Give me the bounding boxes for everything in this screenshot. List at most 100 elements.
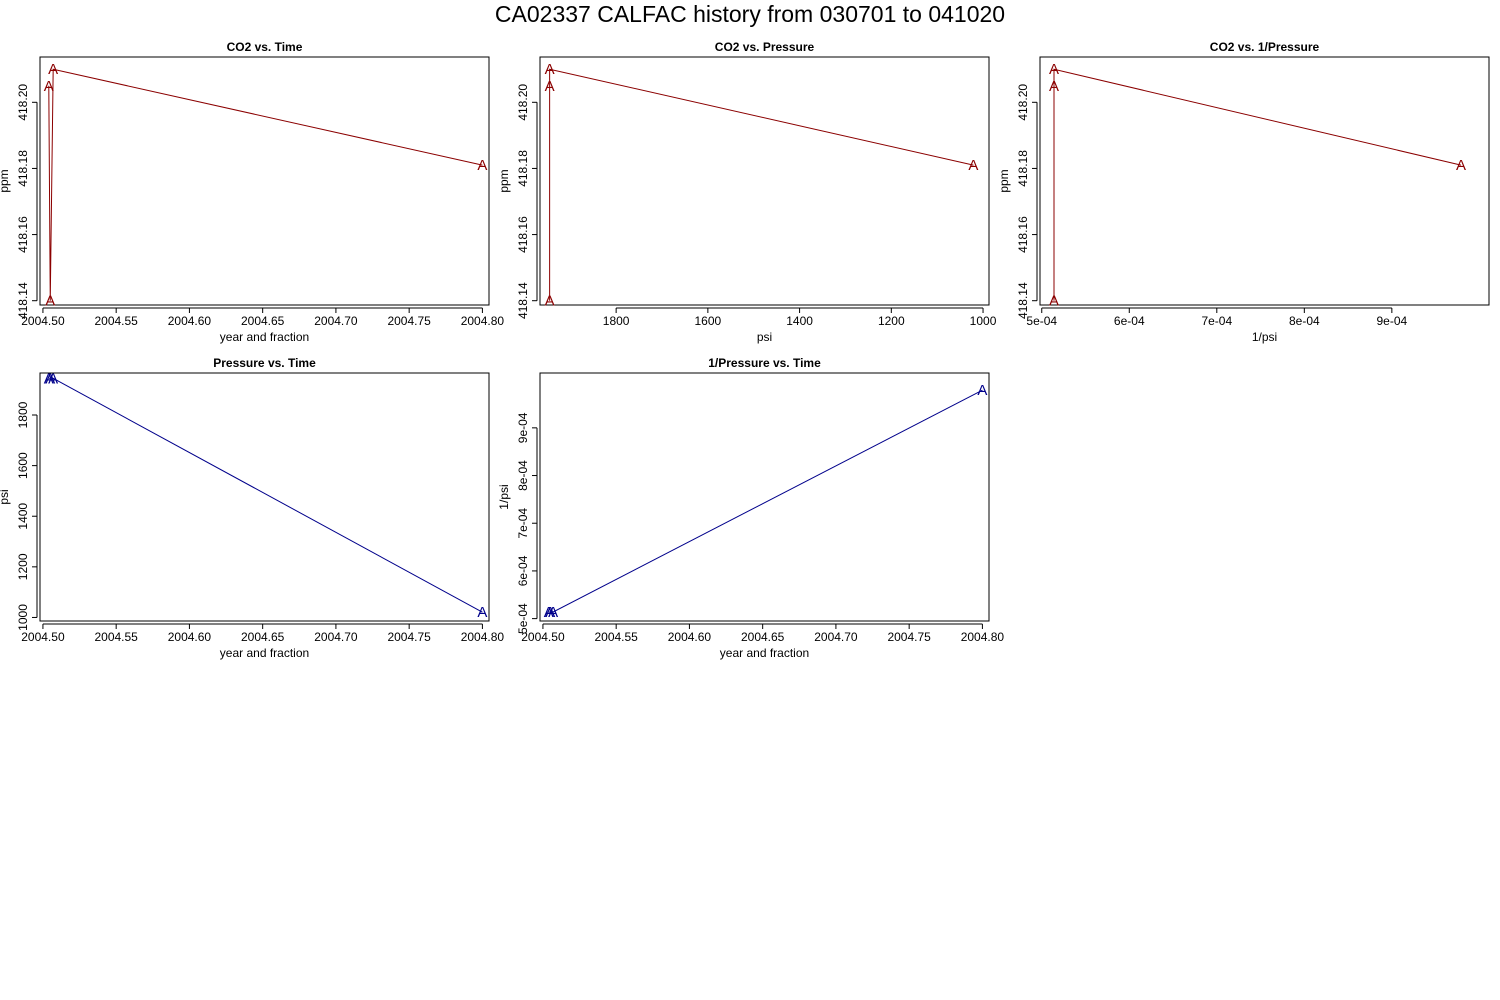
panel-title: CO2 vs. Time bbox=[227, 40, 303, 54]
chart-panel: 1/Pressure vs. Time 2004.50 2004.55 2004.60… bbox=[497, 356, 1004, 660]
data-point: A bbox=[45, 293, 55, 310]
figure-title: CA02337 CALFAC history from 030701 to 04… bbox=[495, 1, 1005, 27]
plot-frame bbox=[1039, 56, 1490, 306]
y-tick-label: 1200 bbox=[16, 553, 30, 580]
x-tick-label: 7e-04 bbox=[1201, 314, 1232, 328]
data-point: A bbox=[48, 370, 58, 387]
x-tick-label: 1400 bbox=[786, 314, 813, 328]
data-point: A bbox=[44, 370, 54, 387]
panel-title: CO2 vs. Pressure bbox=[715, 40, 815, 54]
x-tick-label: 2004.55 bbox=[594, 630, 638, 644]
x-tick-label: 2004.55 bbox=[94, 630, 138, 644]
panel-title: CO2 vs. 1/Pressure bbox=[1210, 40, 1320, 54]
x-axis: 2004.50 2004.55 2004.60 2004.65 2004.70 2004.… bbox=[521, 623, 1005, 660]
x-tick-label: 2004.80 bbox=[961, 630, 1005, 644]
y-tick-label: 8e-04 bbox=[516, 460, 530, 491]
plot-frame bbox=[39, 56, 490, 306]
plot-frame bbox=[539, 56, 990, 306]
y-tick-label: 1600 bbox=[16, 452, 30, 479]
series-line bbox=[48, 68, 483, 301]
x-tick-label: 2004.55 bbox=[94, 314, 138, 328]
data-point: A bbox=[545, 78, 555, 95]
x-tick-label: 1000 bbox=[970, 314, 997, 328]
panel-title: Pressure vs. Time bbox=[213, 356, 316, 370]
data-point: A bbox=[45, 370, 55, 387]
panels: CO2 vs. Time 2004.50 2004.55 2004.60 2004.65… bbox=[0, 40, 1490, 660]
y-tick-label: 418.16 bbox=[16, 216, 30, 253]
x-tick-label: 2004.50 bbox=[21, 630, 65, 644]
x-axis-label: year and fraction bbox=[720, 646, 809, 660]
series-line bbox=[548, 389, 983, 613]
y-tick-label: 418.18 bbox=[516, 150, 530, 187]
series-line bbox=[48, 377, 483, 613]
y-axis: 418.14 418.16 418.18 418.20 ppm bbox=[497, 84, 538, 319]
data-point: A bbox=[1049, 293, 1059, 310]
data-point: A bbox=[1049, 61, 1059, 78]
y-tick-label: 418.20 bbox=[516, 84, 530, 121]
x-tick-label: 1600 bbox=[695, 314, 722, 328]
x-tick-label: 2004.70 bbox=[314, 630, 358, 644]
chart-panel: CO2 vs. Time 2004.50 2004.55 2004.60 2004.65… bbox=[0, 40, 504, 344]
chart-panel: CO2 vs. Pressure 1800 1600 1400 1200 1000 psi 4… bbox=[497, 40, 997, 344]
x-tick-label: 2004.50 bbox=[521, 630, 565, 644]
x-axis: 2004.50 2004.55 2004.60 2004.65 2004.70 2004.… bbox=[21, 623, 505, 660]
x-tick-label: 2004.65 bbox=[741, 630, 785, 644]
y-tick-label: 5e-04 bbox=[516, 603, 530, 634]
chart-panel: CO2 vs. 1/Pressure 5e-04 6e-04 7e-04 8e-04 9e… bbox=[997, 40, 1490, 344]
x-tick-label: 5e-04 bbox=[1026, 314, 1057, 328]
x-axis: 2004.50 2004.55 2004.60 2004.65 2004.70 2004.… bbox=[21, 307, 505, 344]
y-tick-label: 9e-04 bbox=[516, 412, 530, 443]
data-point: A bbox=[548, 604, 558, 621]
y-axis-label: psi bbox=[0, 489, 11, 504]
y-tick-label: 418.18 bbox=[16, 150, 30, 187]
y-axis: 1000 1200 1400 1600 1800 psi bbox=[0, 401, 38, 631]
x-tick-label: 2004.75 bbox=[387, 630, 431, 644]
data-point: A bbox=[1456, 157, 1466, 174]
data-point: A bbox=[1049, 78, 1059, 95]
data-point: A bbox=[968, 157, 978, 174]
y-tick-label: 1400 bbox=[16, 503, 30, 530]
y-axis-label: ppm bbox=[0, 169, 11, 192]
data-point: A bbox=[44, 78, 54, 95]
y-tick-label: 7e-04 bbox=[516, 508, 530, 539]
y-axis-label: ppm bbox=[497, 169, 511, 192]
data-point: A bbox=[544, 604, 554, 621]
x-tick-label: 2004.65 bbox=[241, 314, 285, 328]
series-line bbox=[1053, 68, 1462, 301]
x-tick-label: 2004.80 bbox=[461, 630, 505, 644]
x-tick-label: 6e-04 bbox=[1114, 314, 1145, 328]
panel-title: 1/Pressure vs. Time bbox=[708, 356, 821, 370]
data-point: A bbox=[977, 382, 987, 399]
x-tick-label: 2004.60 bbox=[668, 630, 712, 644]
x-tick-label: 2004.60 bbox=[168, 630, 212, 644]
x-axis-label: psi bbox=[757, 330, 772, 344]
data-point: A bbox=[545, 293, 555, 310]
data-point: A bbox=[545, 604, 555, 621]
x-axis: 1800 1600 1400 1200 1000 psi bbox=[603, 307, 997, 344]
x-axis-label: year and fraction bbox=[220, 330, 309, 344]
y-tick-label: 418.16 bbox=[1016, 216, 1030, 253]
x-tick-label: 2004.60 bbox=[168, 314, 212, 328]
x-tick-label: 2004.80 bbox=[461, 314, 505, 328]
x-tick-label: 1800 bbox=[603, 314, 630, 328]
x-tick-label: 1200 bbox=[878, 314, 905, 328]
x-tick-label: 2004.50 bbox=[21, 314, 65, 328]
x-axis: 5e-04 6e-04 7e-04 8e-04 9e-04 1/psi bbox=[1026, 307, 1408, 344]
x-tick-label: 8e-04 bbox=[1289, 314, 1320, 328]
y-axis: 418.14 418.16 418.18 418.20 ppm bbox=[997, 84, 1038, 319]
y-axis: 418.14 418.16 418.18 418.20 ppm bbox=[0, 84, 38, 319]
x-tick-label: 2004.65 bbox=[241, 630, 285, 644]
x-tick-label: 2004.70 bbox=[314, 314, 358, 328]
data-point: A bbox=[48, 61, 58, 78]
y-axis-label: 1/psi bbox=[497, 484, 511, 509]
data-point: A bbox=[477, 604, 487, 621]
y-axis: 5e-04 6e-04 7e-04 8e-04 9e-04 1/psi bbox=[497, 412, 538, 634]
y-tick-label: 1000 bbox=[16, 604, 30, 631]
x-tick-label: 2004.75 bbox=[887, 630, 931, 644]
x-axis-label: year and fraction bbox=[220, 646, 309, 660]
y-tick-label: 418.20 bbox=[16, 84, 30, 121]
plot-frame bbox=[539, 372, 990, 622]
y-tick-label: 418.16 bbox=[516, 216, 530, 253]
y-tick-label: 418.14 bbox=[16, 282, 30, 319]
